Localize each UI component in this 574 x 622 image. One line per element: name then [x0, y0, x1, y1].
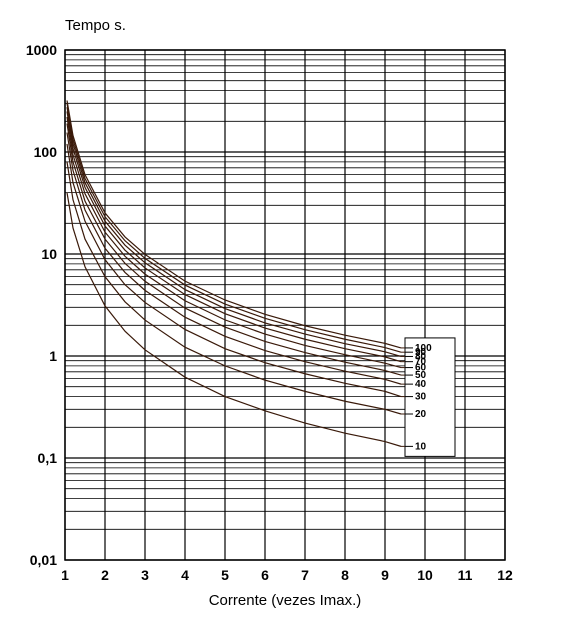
chart-svg: Tempo s.0,010,11101001000123456789101112… [0, 0, 574, 622]
legend-label: 40 [415, 379, 427, 390]
x-tick-label: 1 [61, 567, 69, 583]
x-tick-label: 11 [458, 567, 473, 583]
x-tick-label: 6 [261, 567, 269, 583]
x-tick-label: 10 [417, 567, 433, 583]
x-axis-title: Corrente (vezes Imax.) [209, 592, 362, 609]
x-tick-label: 7 [301, 567, 309, 583]
y-tick-label: 1 [49, 348, 57, 364]
y-tick-label: 1000 [26, 42, 57, 58]
y-axis-title: Tempo s. [65, 17, 126, 34]
x-tick-label: 4 [181, 567, 189, 583]
legend-box [405, 338, 455, 456]
y-tick-label: 10 [41, 246, 57, 262]
legend-label: 30 [415, 392, 427, 403]
y-tick-label: 0,01 [30, 552, 57, 568]
y-tick-label: 100 [34, 144, 58, 160]
legend-label: 10 [415, 441, 427, 452]
time-current-chart: Tempo s.0,010,11101001000123456789101112… [0, 0, 574, 622]
legend-label: 20 [415, 409, 427, 420]
x-tick-label: 2 [101, 567, 109, 583]
x-tick-label: 9 [381, 567, 389, 583]
x-tick-label: 3 [141, 567, 149, 583]
x-tick-label: 8 [341, 567, 349, 583]
x-tick-label: 5 [221, 567, 229, 583]
x-tick-label: 12 [497, 567, 513, 583]
y-tick-label: 0,1 [38, 450, 58, 466]
